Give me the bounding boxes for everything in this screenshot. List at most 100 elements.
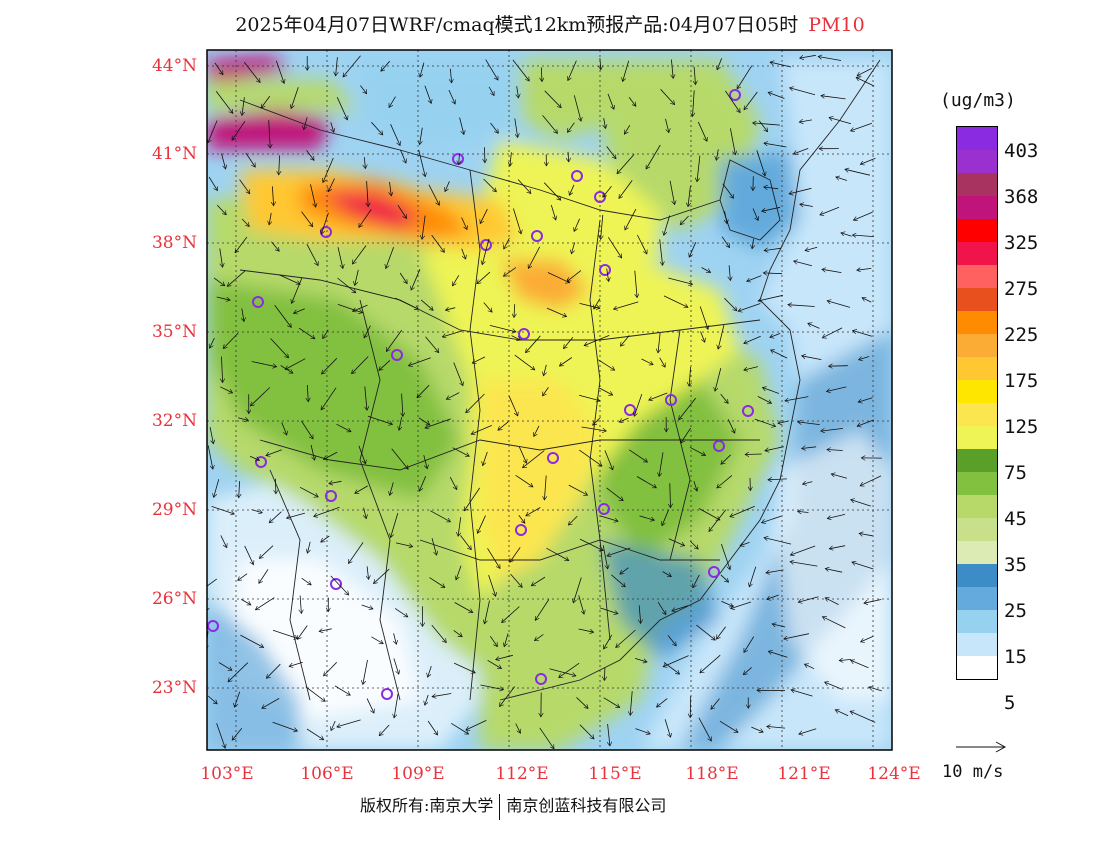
wind-arrow <box>207 578 218 589</box>
wind-arrow <box>504 237 510 249</box>
wind-arrow <box>402 393 403 417</box>
wind-arrow <box>422 215 426 240</box>
wind-arrow <box>483 451 488 466</box>
wind-arrow <box>827 450 843 451</box>
wind-arrow <box>428 184 440 206</box>
wind-arrow <box>419 476 427 491</box>
wind-arrow <box>820 206 840 215</box>
wind-arrow <box>269 212 271 225</box>
wind-arrow <box>579 538 603 551</box>
wind-arrow <box>329 481 342 483</box>
wind-arrow <box>862 298 872 303</box>
wind-arrow <box>480 684 504 690</box>
wind-arrow <box>725 211 727 223</box>
wind-arrow <box>281 422 287 435</box>
wind-arrow <box>690 540 698 549</box>
copyright-right: 南京创蓝科技有限公司 <box>506 796 667 815</box>
wind-arrow <box>379 724 390 736</box>
wind-arrow <box>564 337 574 348</box>
wind-arrow <box>767 594 779 599</box>
wind-arrow <box>523 450 545 468</box>
wind-arrow <box>829 545 846 549</box>
wind-arrow <box>784 633 809 639</box>
wind-arrow <box>699 306 708 330</box>
wind-arrow <box>731 601 752 609</box>
wind-arrow <box>514 304 515 317</box>
lon-label-109: 109°E <box>391 764 445 784</box>
lon-label-121: 121°E <box>777 764 831 784</box>
wind-arrow <box>736 65 753 89</box>
wind-arrow <box>851 660 869 669</box>
wind-arrow <box>853 331 872 337</box>
wind-arrow <box>430 510 450 522</box>
wind-arrow <box>445 181 450 191</box>
wind-arrow <box>603 697 620 708</box>
wind-arrow <box>634 393 643 416</box>
wind-arrow <box>578 394 600 401</box>
wind-arrow <box>251 509 263 513</box>
wind-arrow <box>768 92 785 99</box>
wind-arrow <box>485 59 499 81</box>
wind-arrow <box>689 366 691 386</box>
wind-arrow <box>319 629 332 632</box>
wind-arrow <box>420 62 425 77</box>
wind-arrow <box>461 248 466 259</box>
wind-arrow <box>216 723 226 748</box>
wind-arrow <box>607 268 609 282</box>
wind-arrow <box>601 214 603 240</box>
cb-label: 45 <box>1004 508 1027 530</box>
concentration-field <box>207 50 892 750</box>
wind-arrow <box>730 505 755 517</box>
wind-arrow <box>445 308 456 311</box>
wind-arrow <box>220 535 227 547</box>
wind-arrow <box>768 479 787 480</box>
wind-arrow <box>259 569 269 583</box>
wind-arrow <box>762 206 781 211</box>
color-bar-swatch <box>957 265 997 288</box>
cb-label: 225 <box>1004 324 1039 346</box>
wind-arrow <box>314 506 340 516</box>
wind-arrow <box>608 723 610 746</box>
wind-arrow <box>568 484 588 495</box>
wind-arrow <box>431 537 437 555</box>
wind-arrow <box>299 486 318 497</box>
wind-arrow <box>770 333 781 337</box>
wind-arrow <box>352 245 367 265</box>
wind-arrow <box>531 576 546 587</box>
wind-arrow <box>541 67 542 81</box>
cb-label: 125 <box>1004 416 1039 438</box>
wind-arrow <box>578 628 594 632</box>
cb-label: 403 <box>1004 140 1039 162</box>
wind-arrow <box>660 89 675 104</box>
color-bar-swatch <box>957 173 997 196</box>
color-bar-swatch <box>957 288 997 311</box>
chart-title: 2025年04月07日WRF/cmaq模式12km预报产品:04月07日05时 P… <box>0 10 1100 37</box>
wind-arrow <box>606 487 624 501</box>
wind-arrow <box>471 425 492 434</box>
wind-arrow <box>395 542 413 547</box>
wind-arrow <box>249 455 260 460</box>
wind-arrow <box>243 61 260 82</box>
wind-arrow <box>721 543 730 570</box>
wind-arrow <box>274 304 292 327</box>
wind-arrow <box>698 508 720 521</box>
color-bar-swatch <box>957 380 997 403</box>
wind-arrow <box>764 248 782 250</box>
wind-arrow <box>518 446 526 463</box>
wind-arrow <box>355 485 368 494</box>
wind-arrow <box>719 720 738 733</box>
wind-arrow <box>269 511 282 523</box>
wind-arrow <box>869 687 882 692</box>
wind-arrow <box>696 624 715 640</box>
wind-arrow <box>659 452 664 476</box>
wind-arrow <box>367 415 393 424</box>
wind-arrow <box>722 183 734 199</box>
wind-arrow <box>526 335 541 353</box>
wind-arrow <box>483 178 497 192</box>
wind-arrow <box>744 335 761 343</box>
wind-arrow <box>244 545 254 565</box>
wind-arrow <box>449 476 457 490</box>
wind-arrow <box>857 268 872 270</box>
wind-arrow <box>454 602 473 613</box>
wind-arrow <box>681 427 691 443</box>
